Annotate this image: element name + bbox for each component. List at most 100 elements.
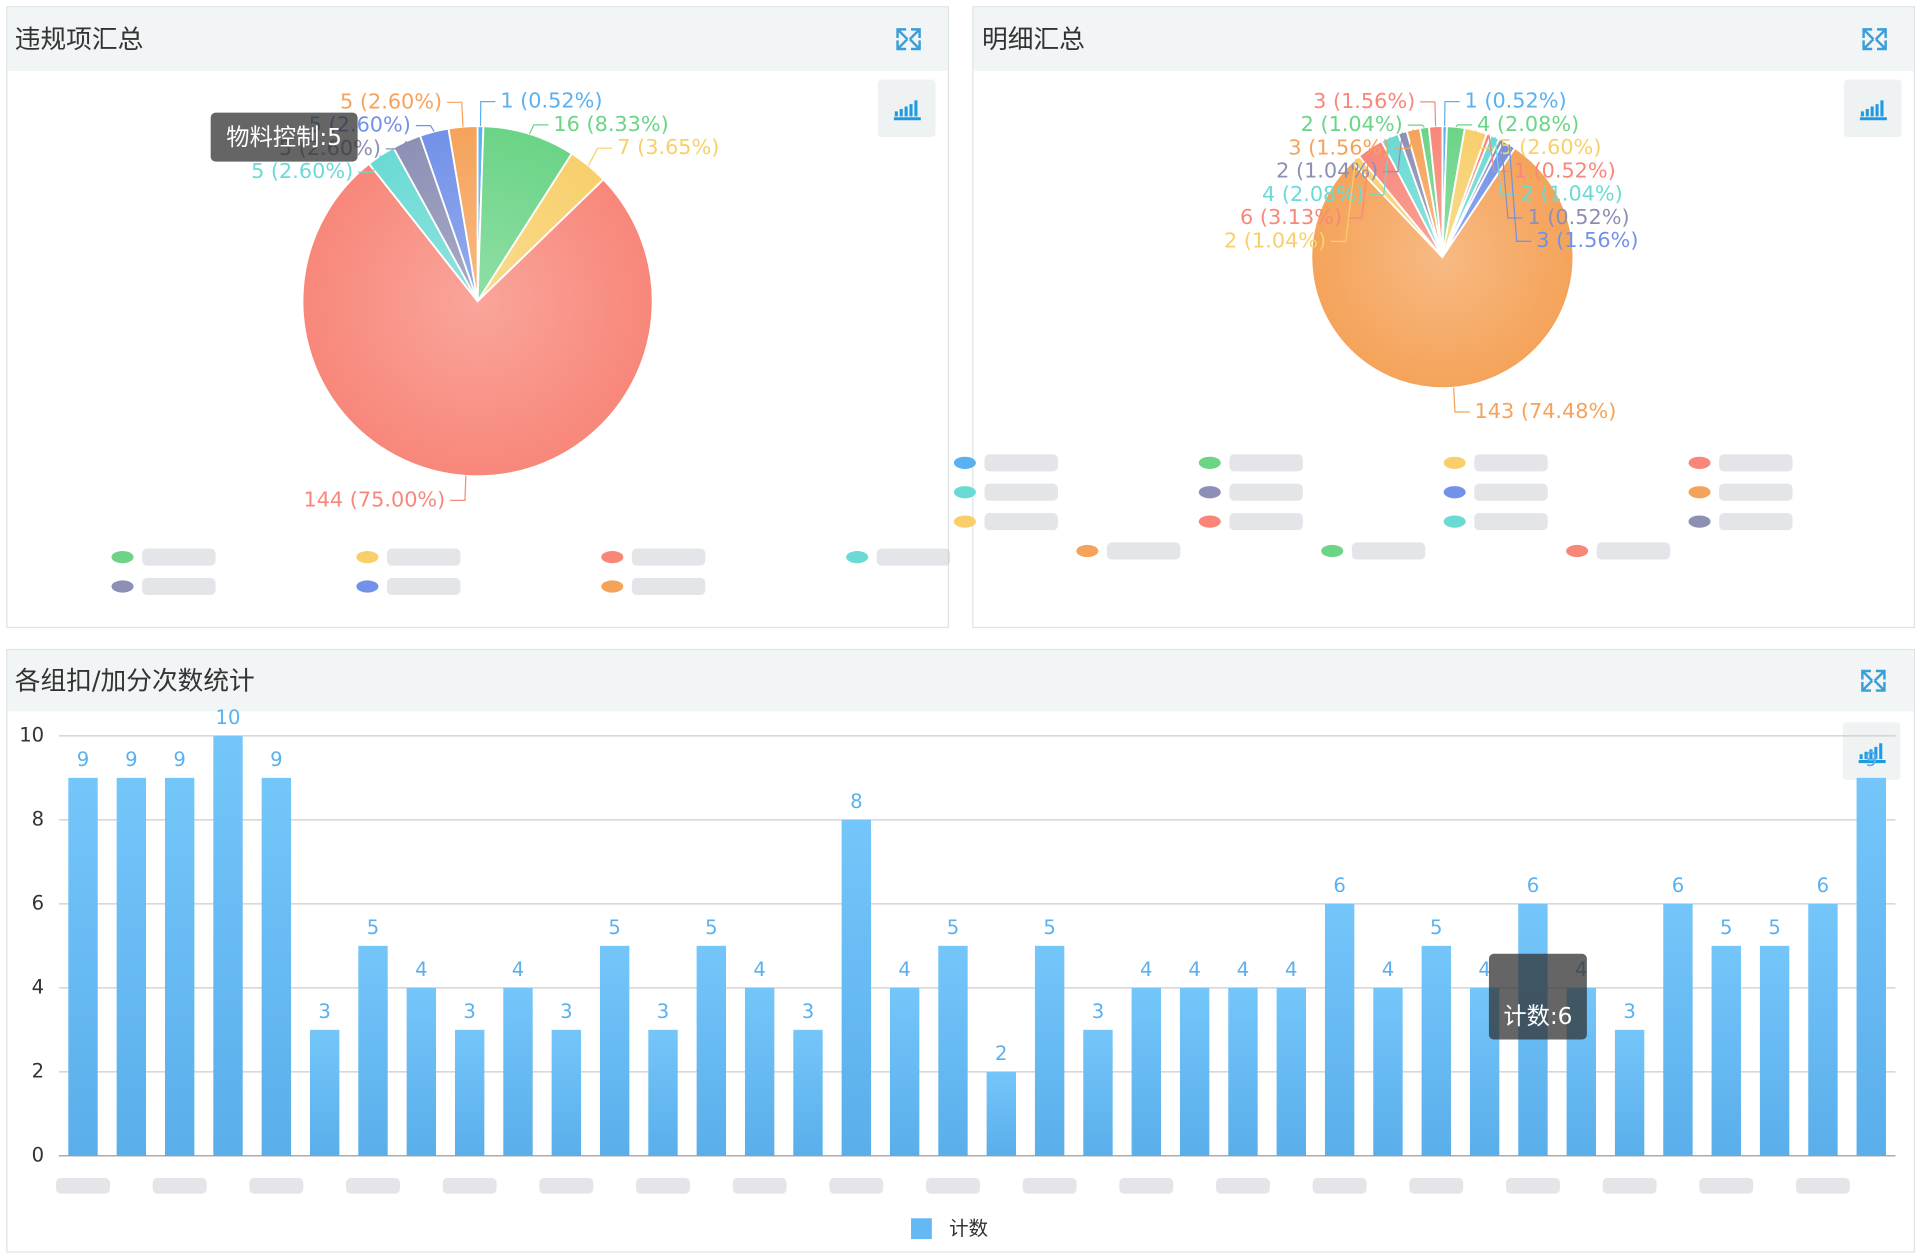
data-label: 5 <box>705 916 717 939</box>
legend-swatch <box>1443 456 1466 469</box>
legend-label-blurred <box>1351 542 1426 560</box>
legend-label-blurred <box>1719 483 1793 501</box>
label-line <box>1500 140 1523 219</box>
toolbox-icon[interactable] <box>1844 79 1902 138</box>
data-label: 1 (0.52%) <box>1465 89 1567 113</box>
data-label: 2 (1.04%) <box>1521 182 1623 206</box>
legend-swatch <box>356 550 379 564</box>
label-line <box>1383 132 1403 173</box>
bar <box>1034 945 1065 1156</box>
label-line <box>450 475 467 501</box>
toolbox-icon[interactable] <box>877 79 936 138</box>
bar <box>68 777 98 1156</box>
label-line <box>1444 101 1460 127</box>
data-label: 7 (3.65%) <box>617 135 719 159</box>
label-line <box>1475 130 1495 149</box>
bar <box>1808 903 1838 1156</box>
bar <box>261 777 292 1156</box>
legend-swatch <box>111 580 134 593</box>
bar <box>164 777 195 1156</box>
data-label: 4 <box>753 958 765 981</box>
label-line <box>1407 124 1425 128</box>
legend-swatch <box>953 515 976 528</box>
x-tick-label-blurred <box>539 1177 594 1194</box>
data-label: 5 <box>1043 916 1055 939</box>
legend-label-blurred <box>984 483 1058 501</box>
x-tick-label-blurred <box>732 1177 787 1194</box>
x-tick-label-blurred <box>1699 1177 1754 1194</box>
data-label: 5 <box>1720 916 1732 939</box>
label-line <box>1331 158 1357 243</box>
data-label: 4 <box>1285 958 1297 981</box>
data-label: 10 <box>216 706 241 729</box>
data-label: 3 <box>560 1000 572 1023</box>
label-line <box>447 101 464 127</box>
data-label: 3 (1.56%) <box>1313 89 1415 113</box>
bar <box>406 987 437 1156</box>
x-tick-label-blurred <box>1796 1177 1850 1194</box>
bar <box>1856 777 1886 1156</box>
data-label: 4 (2.08%) <box>1262 182 1364 206</box>
tooltip-text: 计数:6 <box>1503 1003 1572 1030</box>
expand-icon[interactable] <box>1862 28 1887 51</box>
data-label: 5 <box>608 916 620 939</box>
data-label: 5 (2.60%) <box>340 89 442 113</box>
legend-label-blurred <box>1474 454 1548 472</box>
legend-label: 计数 <box>949 1217 989 1240</box>
x-tick-label-blurred <box>1312 1177 1367 1194</box>
data-label: 4 <box>1478 958 1490 981</box>
bar <box>1614 1029 1645 1156</box>
bar <box>1663 903 1693 1156</box>
legend-label-blurred <box>984 454 1058 472</box>
x-tick-label-blurred <box>152 1177 207 1194</box>
legend-swatch <box>1566 544 1589 558</box>
data-label: 3 (1.56%) <box>1288 135 1390 159</box>
data-label: 2 <box>995 1042 1007 1065</box>
legend-label-blurred <box>1596 542 1671 560</box>
legend-swatch <box>1688 486 1711 499</box>
data-label: 6 <box>1333 874 1345 897</box>
data-label: 3 <box>463 1000 475 1023</box>
label-line <box>358 154 382 173</box>
bar <box>648 1029 678 1156</box>
panel-title: 各组扣/加分次数统计 <box>15 666 255 696</box>
y-tick-label: 8 <box>32 807 44 830</box>
data-label: 9 <box>1865 748 1877 771</box>
x-tick-label-blurred <box>249 1177 304 1194</box>
legend-label-blurred <box>876 548 951 566</box>
label-line <box>385 140 408 150</box>
legend-label-blurred <box>631 577 706 596</box>
legend-swatch <box>1198 486 1221 499</box>
bar <box>454 1029 485 1156</box>
tooltip <box>1488 953 1587 1040</box>
label-line <box>1453 387 1470 413</box>
legend-swatch <box>1443 486 1466 499</box>
legend-swatch <box>1198 515 1221 528</box>
bar <box>503 987 533 1156</box>
data-label: 9 <box>270 748 282 771</box>
data-label: 5 <box>1768 916 1780 939</box>
legend-swatch <box>601 580 624 593</box>
legend-swatch <box>356 580 379 593</box>
bar <box>1324 903 1355 1156</box>
data-label: 6 <box>1527 874 1539 897</box>
x-tick-label-blurred <box>442 1177 497 1194</box>
data-label: 5 (2.60%) <box>251 159 353 183</box>
data-label: 3 <box>1092 1000 1104 1023</box>
legend-swatch <box>1321 544 1344 558</box>
bar <box>551 1029 582 1156</box>
label-line <box>1420 101 1437 127</box>
expand-icon[interactable] <box>896 28 921 51</box>
bar <box>213 735 243 1156</box>
y-tick-label: 0 <box>32 1143 44 1166</box>
bar <box>889 987 920 1156</box>
bar <box>696 945 727 1156</box>
toolbox-icon[interactable] <box>1842 722 1901 780</box>
bar <box>1131 987 1161 1156</box>
data-label: 1 (0.52%) <box>1527 205 1629 229</box>
data-label: 4 <box>415 958 427 981</box>
bar <box>116 777 147 1156</box>
expand-icon[interactable] <box>1861 669 1886 692</box>
legend-label-blurred <box>142 548 216 566</box>
